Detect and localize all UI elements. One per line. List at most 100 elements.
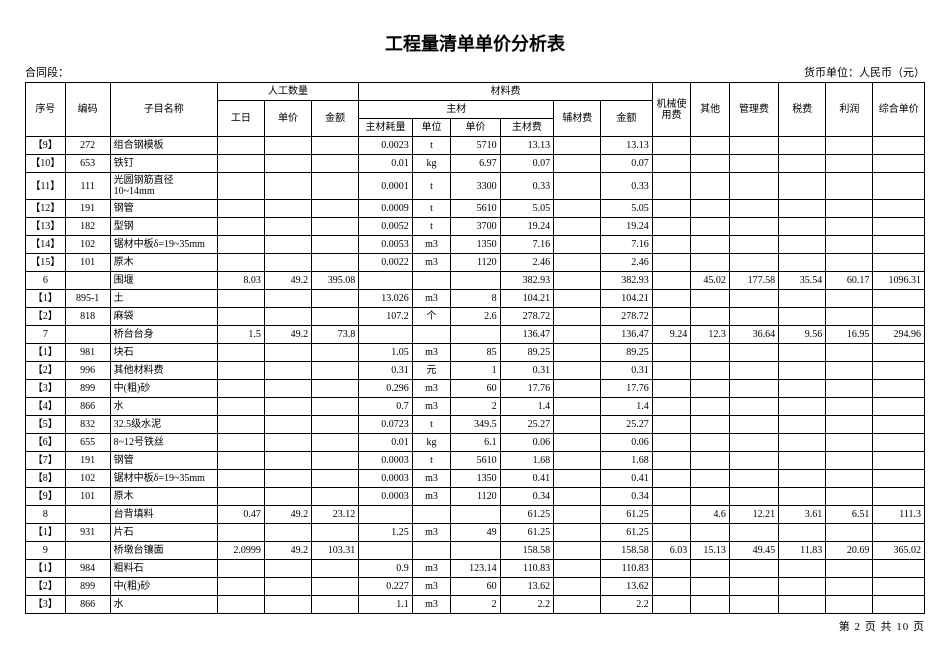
cell-gr (217, 173, 264, 200)
cell-je2: 382.93 (601, 272, 652, 290)
cell-name: 中(粗)砂 (110, 380, 217, 398)
cell-gr (217, 434, 264, 452)
cell-code: 101 (65, 488, 110, 506)
cell-je2: 2.46 (601, 254, 652, 272)
cell-seq: 【6】 (26, 434, 66, 452)
cell-lr (826, 380, 873, 398)
cell-zcf: 5.05 (500, 200, 554, 218)
cell-zcf: 0.33 (500, 173, 554, 200)
cell-zhl: 0.0003 (359, 470, 413, 488)
cell-zhl (359, 272, 413, 290)
cell-gr (217, 344, 264, 362)
cell-zh (873, 560, 925, 578)
cell-dw: m3 (412, 488, 451, 506)
cell-jx (652, 218, 691, 236)
cell-name: 钢管 (110, 200, 217, 218)
cell-je2: 2.2 (601, 596, 652, 614)
cell-fcf (554, 434, 601, 452)
cell-gr (217, 155, 264, 173)
cell-zdj (451, 506, 500, 524)
cell-zdj: 2 (451, 398, 500, 416)
cell-zcf: 2.2 (500, 596, 554, 614)
table-row: 【2】996其他材料费0.31元10.310.31 (26, 362, 925, 380)
cell-dw (412, 326, 451, 344)
cell-code: 101 (65, 254, 110, 272)
cell-code: 655 (65, 434, 110, 452)
cell-name: 围堰 (110, 272, 217, 290)
cell-name: 其他材料费 (110, 362, 217, 380)
cell-je (312, 308, 359, 326)
cell-zdj: 49 (451, 524, 500, 542)
table-row: 【9】272组合钢模板0.0023t571013.1313.13 (26, 137, 925, 155)
cell-lr (826, 560, 873, 578)
cell-gr (217, 398, 264, 416)
cell-zcf: 0.34 (500, 488, 554, 506)
cell-zdj: 8 (451, 290, 500, 308)
cell-je (312, 380, 359, 398)
cell-gr: 8.03 (217, 272, 264, 290)
cell-zhl: 0.0023 (359, 137, 413, 155)
cell-zhl: 0.01 (359, 155, 413, 173)
cell-jx (652, 434, 691, 452)
cell-lr (826, 308, 873, 326)
cell-zcf: 13.62 (500, 578, 554, 596)
cell-lr (826, 173, 873, 200)
cell-seq: 【15】 (26, 254, 66, 272)
cell-seq: 【1】 (26, 344, 66, 362)
cell-code: 981 (65, 344, 110, 362)
cell-dj (264, 218, 311, 236)
cell-name: 32.5级水泥 (110, 416, 217, 434)
cell-zh (873, 578, 925, 596)
cell-jx (652, 380, 691, 398)
cell-dw: m3 (412, 560, 451, 578)
cell-fcf (554, 506, 601, 524)
cell-glf (729, 218, 778, 236)
cell-name: 中(粗)砂 (110, 578, 217, 596)
cell-gr (217, 452, 264, 470)
cell-dw: t (412, 200, 451, 218)
cell-sf (779, 560, 826, 578)
cell-zh (873, 155, 925, 173)
cell-gr (217, 488, 264, 506)
cell-gr (217, 470, 264, 488)
cell-zcf: 382.93 (500, 272, 554, 290)
currency-label: 货币单位：人民币（元） (804, 64, 925, 80)
cell-zcf: 19.24 (500, 218, 554, 236)
table-row: 【2】818麻袋107.2个2.6278.72278.72 (26, 308, 925, 326)
cell-seq: 6 (26, 272, 66, 290)
th-je2: 金额 (601, 101, 652, 137)
cell-zhl: 0.01 (359, 434, 413, 452)
cell-glf (729, 308, 778, 326)
cell-sf (779, 398, 826, 416)
cell-sf (779, 236, 826, 254)
cell-name: 水 (110, 596, 217, 614)
cell-sf (779, 596, 826, 614)
cell-zdj: 1350 (451, 470, 500, 488)
cell-gr: 2.0999 (217, 542, 264, 560)
cell-je2: 104.21 (601, 290, 652, 308)
cell-zh (873, 452, 925, 470)
cell-lr (826, 254, 873, 272)
cell-dw: m3 (412, 596, 451, 614)
cell-je (312, 362, 359, 380)
cell-zdj (451, 272, 500, 290)
cell-lr (826, 524, 873, 542)
cell-sf (779, 452, 826, 470)
th-zcf: 主材费 (500, 119, 554, 137)
cell-jx: 6.03 (652, 542, 691, 560)
cell-zh (873, 416, 925, 434)
cell-qt (691, 290, 730, 308)
cell-zh (873, 434, 925, 452)
cell-je (312, 236, 359, 254)
table-row: 【1】931片石1.25m34961.2561.25 (26, 524, 925, 542)
th-je: 金额 (312, 101, 359, 137)
cell-fcf (554, 200, 601, 218)
cell-gr (217, 200, 264, 218)
cell-zdj: 1120 (451, 254, 500, 272)
cell-zcf: 1.4 (500, 398, 554, 416)
cell-code: 182 (65, 218, 110, 236)
cell-seq: 【9】 (26, 137, 66, 155)
cell-sf (779, 434, 826, 452)
cell-dj: 49.2 (264, 506, 311, 524)
th-fcf: 辅材费 (554, 101, 601, 137)
